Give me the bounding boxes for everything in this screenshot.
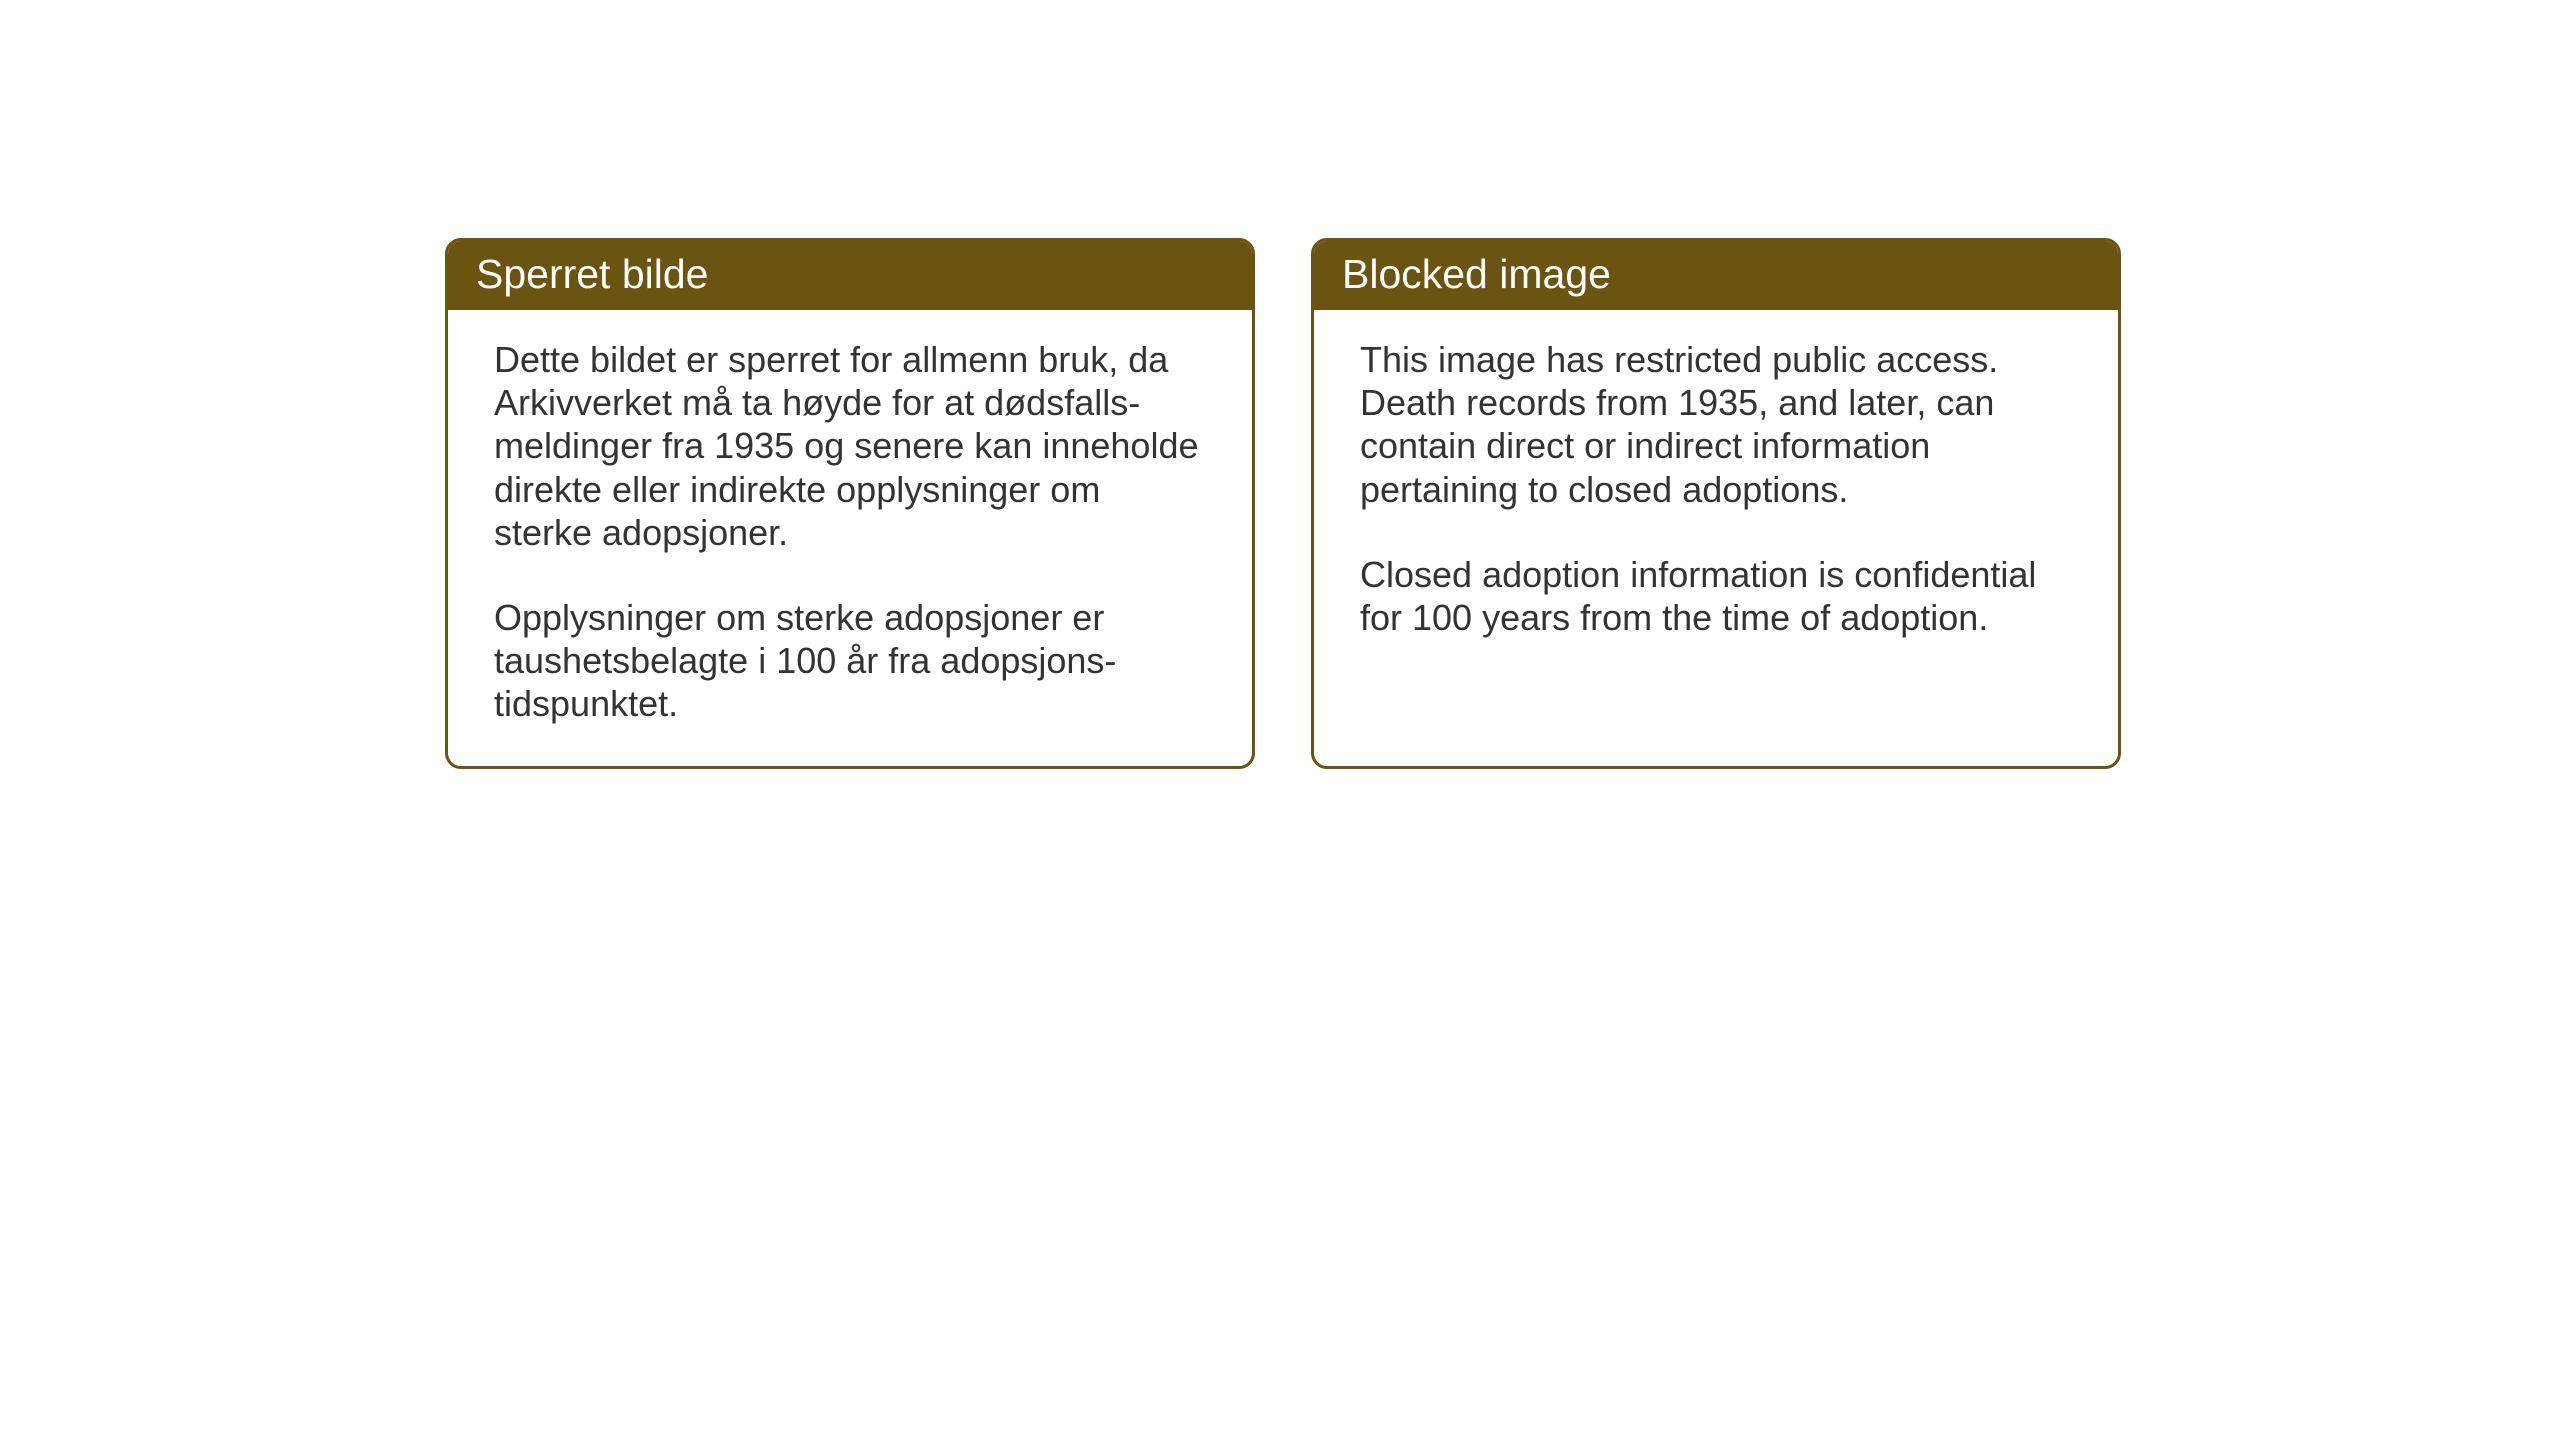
notice-paragraph: Closed adoption information is confident… <box>1360 553 2072 639</box>
notice-header-english: Blocked image <box>1314 241 2118 310</box>
notice-paragraph: This image has restricted public access.… <box>1360 338 2072 511</box>
notice-card-english: Blocked image This image has restricted … <box>1311 238 2121 769</box>
notice-container: Sperret bilde Dette bildet er sperret fo… <box>445 238 2121 769</box>
notice-header-norwegian: Sperret bilde <box>448 241 1252 310</box>
notice-paragraph: Opplysninger om sterke adopsjoner er tau… <box>494 596 1206 726</box>
notice-body-norwegian: Dette bildet er sperret for allmenn bruk… <box>448 310 1252 766</box>
notice-paragraph: Dette bildet er sperret for allmenn bruk… <box>494 338 1206 554</box>
notice-card-norwegian: Sperret bilde Dette bildet er sperret fo… <box>445 238 1255 769</box>
notice-body-english: This image has restricted public access.… <box>1314 310 2118 679</box>
